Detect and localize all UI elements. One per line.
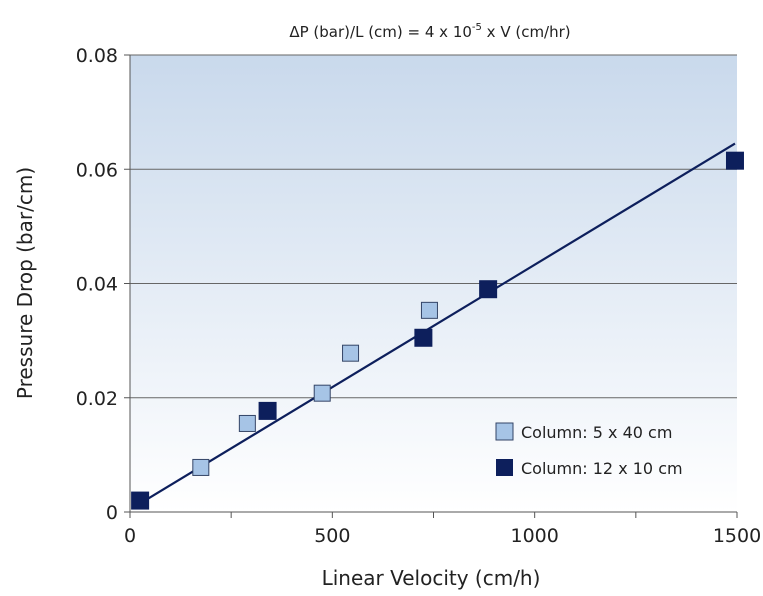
data-point [258,401,277,420]
data-point [725,151,744,170]
x-tick-label: 1000 [510,525,558,547]
data-point [414,328,433,347]
data-point [238,414,256,432]
y-tick-label: 0.04 [76,274,118,296]
title-exponent: -5 [472,22,482,33]
legend-swatch [496,459,513,476]
data-point [420,301,438,319]
x-tick-label: 500 [314,525,350,547]
data-point [479,280,498,299]
title-base: ΔP (bar)/L (cm) = 4 x 10 [289,23,472,41]
legend-label: Column: 5 x 40 cm [521,423,672,442]
data-points [131,151,744,510]
legend: Column: 5 x 40 cm Column: 12 x 10 cm [495,422,683,478]
title-rest: x V (cm/hr) [482,23,571,41]
y-tick-label: 0.06 [76,159,118,181]
data-point [313,384,331,402]
x-axis-title: Linear Velocity (cm/h) [322,566,541,590]
legend-swatch [495,422,514,441]
x-tick-label: 1500 [713,525,761,547]
data-point [192,458,210,476]
y-axis-title: Pressure Drop (bar/cm) [13,167,37,399]
y-tick-label: 0.02 [76,388,118,410]
y-axis-ticks: 0 0.02 0.04 0.06 0.08 [76,45,130,524]
gridlines [130,54,737,399]
x-tick-label: 0 [124,525,136,547]
legend-label: Column: 12 x 10 cm [521,459,683,478]
data-point [342,344,360,362]
x-axis-ticks: 0 500 1000 1500 [124,512,761,547]
trendline [139,142,736,505]
y-tick-label: 0.08 [76,45,118,67]
chart-title: ΔP (bar)/L (cm) = 4 x 10-5 x V (cm/hr) [289,22,570,41]
y-tick-label: 0 [106,502,118,524]
data-point [131,491,150,510]
